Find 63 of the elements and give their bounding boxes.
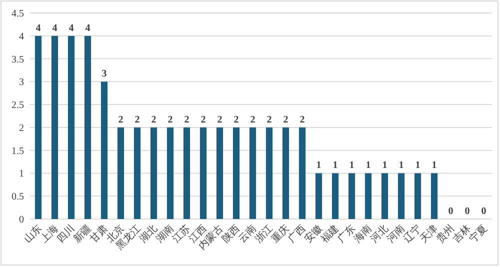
bar bbox=[216, 127, 224, 219]
data-label: 0 bbox=[464, 206, 470, 217]
bar bbox=[332, 173, 339, 219]
data-label: 1 bbox=[415, 160, 420, 172]
data-label: 2 bbox=[250, 114, 256, 126]
data-label: 2 bbox=[151, 114, 156, 126]
data-label: 1 bbox=[398, 160, 404, 172]
data-label: 2 bbox=[283, 114, 288, 126]
data-label: 1 bbox=[332, 160, 338, 172]
data-label: 2 bbox=[134, 114, 140, 126]
bar bbox=[34, 36, 42, 219]
data-label: 0 bbox=[448, 206, 454, 217]
y-tick-label: 1 bbox=[19, 168, 24, 180]
data-label: 4 bbox=[68, 22, 74, 34]
y-tick-label: 2.5 bbox=[12, 100, 24, 112]
data-label: 2 bbox=[118, 114, 124, 126]
data-label: 4 bbox=[85, 22, 90, 34]
bar bbox=[282, 127, 290, 219]
bar bbox=[298, 127, 306, 219]
bar bbox=[381, 173, 388, 219]
bar bbox=[266, 127, 273, 219]
data-label: 2 bbox=[300, 114, 305, 126]
data-label: 1 bbox=[349, 160, 354, 172]
y-tick-label: 2 bbox=[19, 122, 24, 134]
bar bbox=[100, 82, 108, 219]
bar bbox=[200, 127, 207, 219]
data-label: 2 bbox=[168, 114, 173, 126]
data-label: 2 bbox=[217, 114, 222, 126]
bar bbox=[117, 127, 124, 219]
bar bbox=[232, 127, 240, 219]
data-label: 1 bbox=[432, 160, 437, 172]
bar bbox=[315, 173, 322, 219]
bar bbox=[414, 173, 422, 219]
data-label: 3 bbox=[102, 68, 107, 80]
data-label: 2 bbox=[200, 114, 206, 126]
bar bbox=[430, 173, 438, 219]
y-tick-label: 3 bbox=[19, 77, 24, 88]
bar bbox=[150, 127, 158, 219]
data-label: 1 bbox=[366, 160, 371, 172]
bar bbox=[68, 36, 75, 219]
bar bbox=[51, 36, 58, 219]
data-label: 2 bbox=[184, 114, 190, 126]
y-tick-label: 0.5 bbox=[12, 192, 24, 203]
data-label: 1 bbox=[316, 160, 322, 172]
bar bbox=[364, 173, 372, 219]
data-label: 4 bbox=[36, 22, 41, 34]
y-tick-label: 4.5 bbox=[12, 8, 24, 20]
data-label: 2 bbox=[234, 114, 239, 126]
data-label: 0 bbox=[481, 206, 486, 217]
bar bbox=[84, 36, 92, 219]
bar bbox=[166, 127, 174, 219]
y-tick-label: 1.5 bbox=[12, 146, 24, 157]
y-tick-label: 4 bbox=[19, 31, 24, 42]
bar bbox=[348, 173, 356, 219]
y-tick-label: 0 bbox=[19, 214, 24, 226]
data-label: 2 bbox=[266, 114, 272, 126]
y-tick-label: 3.5 bbox=[12, 54, 24, 66]
bar bbox=[398, 173, 405, 219]
bar bbox=[134, 127, 141, 219]
bar bbox=[249, 127, 256, 219]
bar bbox=[183, 127, 190, 219]
data-label: 4 bbox=[52, 22, 58, 34]
data-label: 1 bbox=[382, 160, 388, 172]
